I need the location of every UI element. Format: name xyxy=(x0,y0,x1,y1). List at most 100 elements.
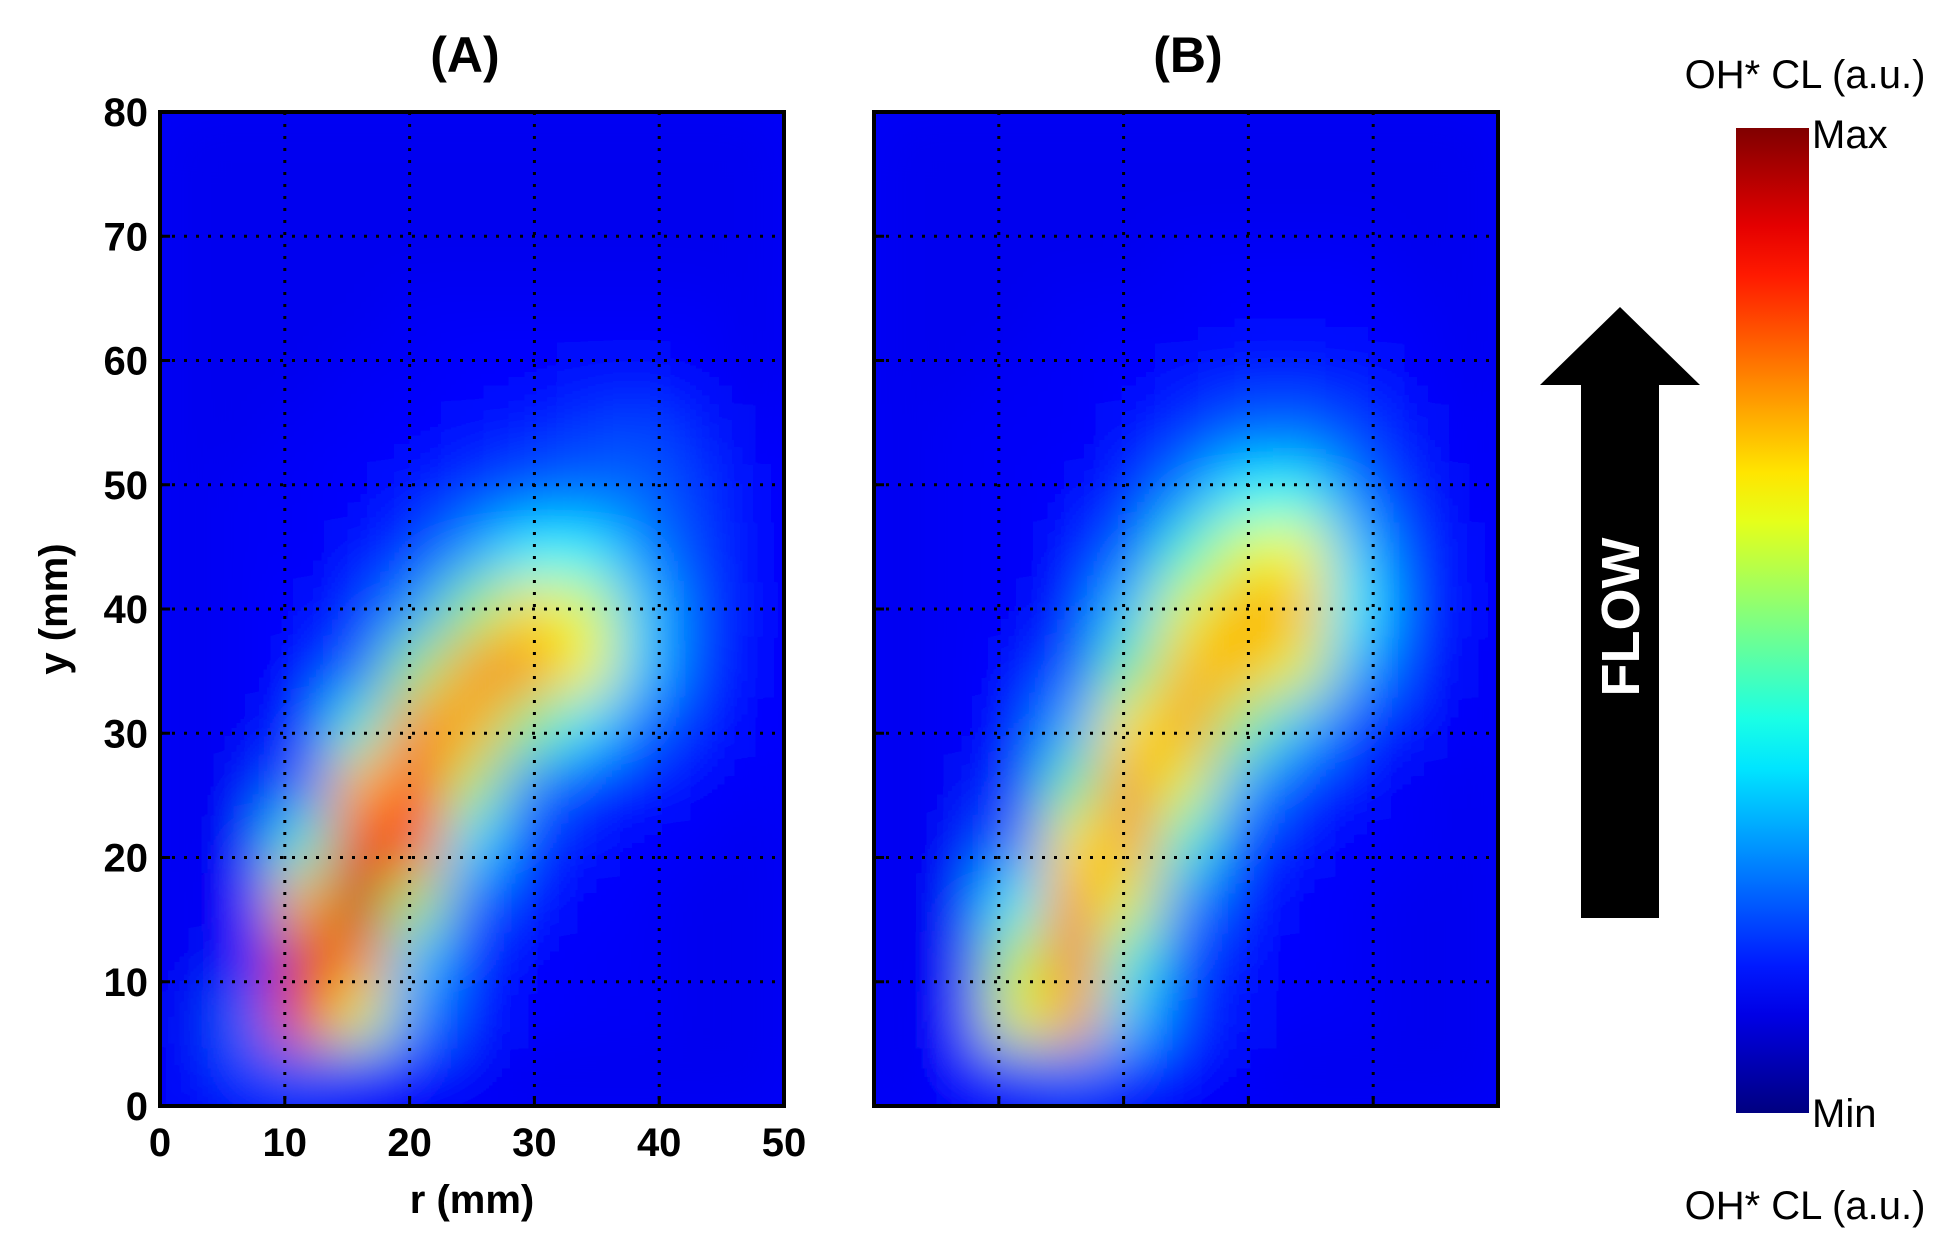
heatmap-cell xyxy=(1384,930,1443,991)
heatmap-cell xyxy=(443,521,502,581)
heatmap-cell xyxy=(1384,638,1443,698)
heatmap-cell xyxy=(557,1047,615,1106)
panel-a-grid xyxy=(160,112,784,1106)
heatmap-cell xyxy=(216,1047,275,1106)
heatmap-cell xyxy=(930,638,989,698)
heatmap-cell xyxy=(1271,872,1329,932)
y-tick-label: 50 xyxy=(104,464,149,508)
heatmap-cell xyxy=(987,521,1046,581)
heatmap-cell xyxy=(1441,813,1498,874)
heatmap-cell xyxy=(1044,989,1102,1049)
heatmap-cell xyxy=(1100,813,1159,874)
heatmap-cell xyxy=(443,696,502,757)
heatmap-cell xyxy=(216,462,275,523)
y-tick-label: 30 xyxy=(104,712,149,756)
heatmap-cell xyxy=(330,462,388,523)
heatmap-cell xyxy=(386,638,445,698)
heatmap-cell xyxy=(1384,989,1443,1049)
panel-a-y-ticks: 0 10 20 30 40 50 60 70 80 xyxy=(104,91,170,1129)
heatmap-cell xyxy=(1100,112,1159,172)
heatmap-cell xyxy=(1441,872,1498,932)
heatmap-cell xyxy=(1157,112,1216,172)
heatmap-cell xyxy=(670,579,729,640)
heatmap-cell xyxy=(1384,813,1443,874)
y-tick-label: 10 xyxy=(104,961,149,1005)
colorbar-max-label: Max xyxy=(1812,113,1888,157)
heatmap-cell xyxy=(443,287,502,347)
heatmap-cell xyxy=(670,404,729,464)
heatmap-cell xyxy=(930,813,989,874)
heatmap-cell xyxy=(727,404,784,464)
heatmap-cell xyxy=(1327,989,1386,1049)
heatmap-cell xyxy=(1100,521,1159,581)
heatmap-cell xyxy=(1441,989,1498,1049)
heatmap-cell xyxy=(1044,287,1102,347)
y-tick-label: 70 xyxy=(104,215,149,259)
heatmap-cell xyxy=(930,696,989,757)
heatmap-cell xyxy=(1044,404,1102,464)
heatmap-cell xyxy=(216,112,275,172)
y-tick-label: 40 xyxy=(104,588,149,632)
heatmap-cell xyxy=(1044,579,1102,640)
heatmap-cell xyxy=(160,521,218,581)
heatmap-cell xyxy=(1271,521,1329,581)
heatmap-cell xyxy=(160,813,218,874)
heatmap-cell xyxy=(670,638,729,698)
heatmap-cell xyxy=(1044,345,1102,406)
heatmap-cell xyxy=(330,638,388,698)
heatmap-cell xyxy=(1214,755,1273,815)
x-axis-label: r (mm) xyxy=(410,1178,534,1222)
heatmap-cell xyxy=(613,345,672,406)
heatmap-cell xyxy=(930,170,989,230)
heatmap-cell xyxy=(557,813,615,874)
heatmap-cell xyxy=(670,930,729,991)
heatmap-cell xyxy=(330,1047,388,1106)
panel-a-heatmap xyxy=(160,112,784,1106)
heatmap-cell xyxy=(216,228,275,289)
heatmap-cell xyxy=(1214,287,1273,347)
panel-b: (B) xyxy=(872,27,1500,1108)
heatmap-cell xyxy=(1044,813,1102,874)
heatmap-cell xyxy=(1157,462,1216,523)
heatmap-cell xyxy=(1100,696,1159,757)
heatmap-cell xyxy=(330,755,388,815)
heatmap-cell xyxy=(1214,345,1273,406)
heatmap-cell xyxy=(987,696,1046,757)
heatmap-cell xyxy=(613,404,672,464)
heatmap-cell xyxy=(1441,287,1498,347)
heatmap-cell xyxy=(1100,404,1159,464)
heatmap-cell xyxy=(273,521,332,581)
heatmap-cell xyxy=(1441,404,1498,464)
heatmap-cell xyxy=(330,170,388,230)
heatmap-cell xyxy=(1044,112,1102,172)
heatmap-cell xyxy=(1044,638,1102,698)
heatmap-cell xyxy=(613,755,672,815)
heatmap-cell xyxy=(670,112,729,172)
heatmap-cell xyxy=(874,696,932,757)
panel-a: (A) 0 10 20 30 40 50 0 10 20 30 40 50 60 70 80 r (mm)… xyxy=(32,27,806,1222)
heatmap-cell xyxy=(386,1047,445,1106)
heatmap-cell xyxy=(1157,404,1216,464)
heatmap-cell xyxy=(1327,228,1386,289)
heatmap-cell xyxy=(273,813,332,874)
heatmap-cell xyxy=(1441,755,1498,815)
heatmap-cell xyxy=(1441,462,1498,523)
colorbar: OH* CL (a.u.) Max Min OH* CL (a.u.) xyxy=(1685,53,1926,1228)
heatmap-cell xyxy=(500,872,559,932)
heatmap-cell xyxy=(1044,930,1102,991)
heatmap-cell xyxy=(727,521,784,581)
heatmap-cell xyxy=(500,462,559,523)
heatmap-cell xyxy=(443,462,502,523)
heatmap-cell xyxy=(386,287,445,347)
heatmap-cell xyxy=(557,521,615,581)
y-tick-label: 20 xyxy=(104,837,149,881)
heatmap-cell xyxy=(987,755,1046,815)
heatmap-cell xyxy=(1327,755,1386,815)
heatmap-cell xyxy=(273,696,332,757)
heatmap-cell xyxy=(670,170,729,230)
heatmap-cell xyxy=(613,638,672,698)
heatmap-cell xyxy=(1044,170,1102,230)
heatmap-cell xyxy=(330,287,388,347)
heatmap-cell xyxy=(160,696,218,757)
heatmap-cell xyxy=(557,170,615,230)
